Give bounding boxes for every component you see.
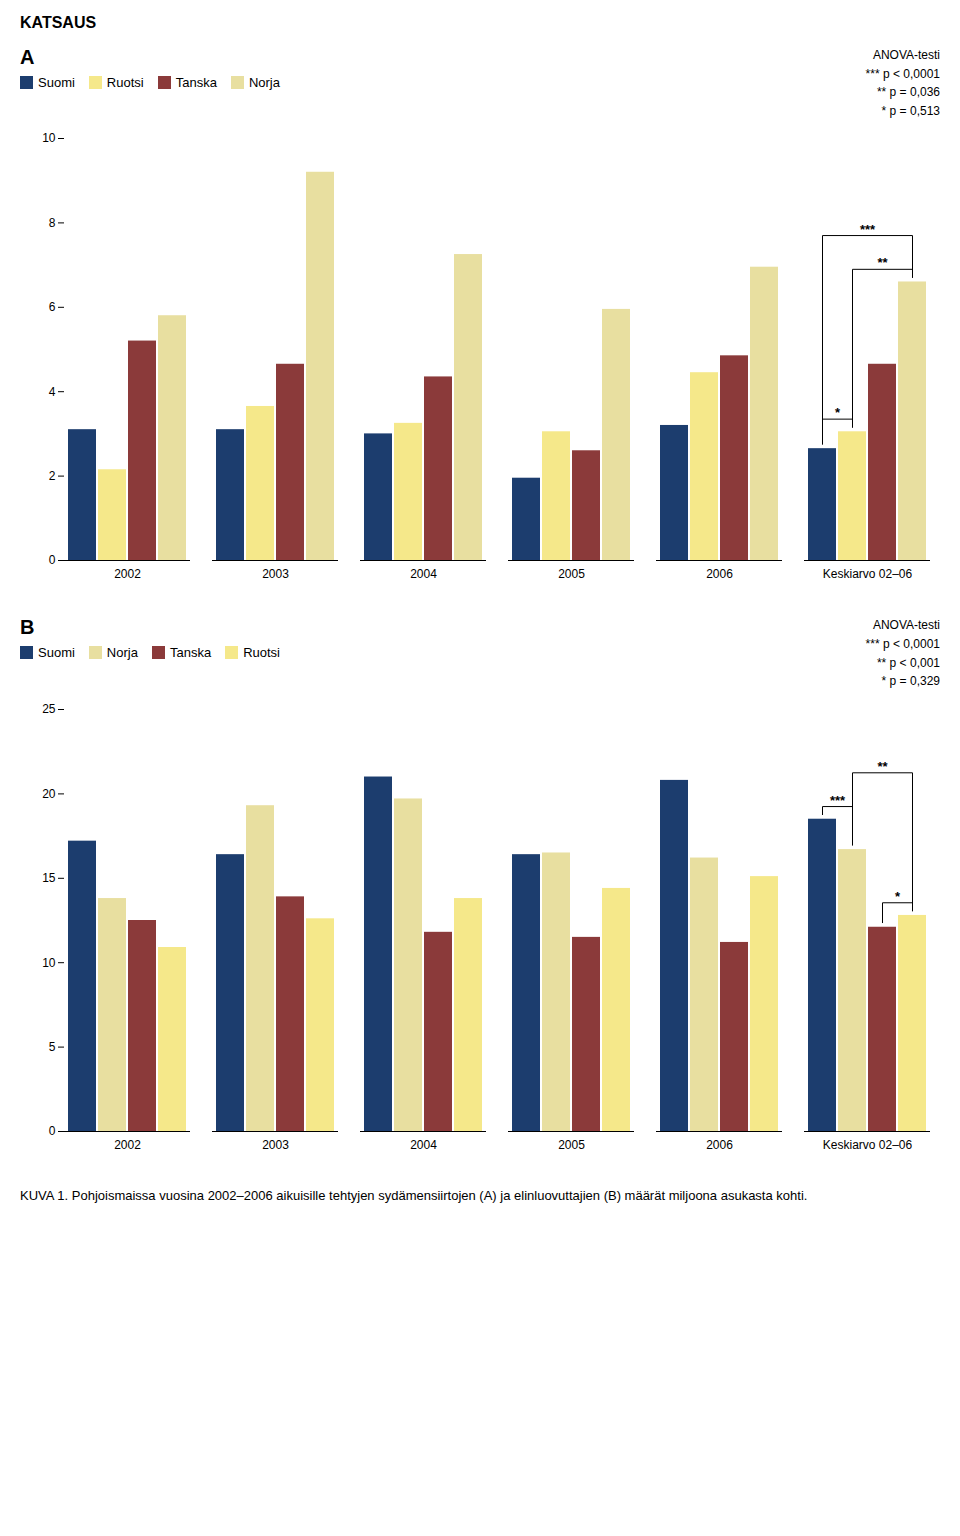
svg-text:2002: 2002 (114, 567, 141, 581)
html-text:Ruotsi: Ruotsi (106, 75, 144, 90)
svg-text:2004: 2004 (410, 1138, 437, 1152)
html-text:Suomi: Suomi (38, 75, 75, 90)
html-text:B: B (20, 616, 35, 639)
html-text:Norja: Norja (106, 645, 138, 661)
svg-text:2004: 2004 (410, 567, 437, 581)
svg-text:8: 8 (49, 216, 56, 230)
html-text:A: A (20, 46, 35, 68)
html-text:KATSAUS: KATSAUS (20, 14, 97, 31)
svg-text:Keskiarvo 02–06: Keskiarvo 02–06 (823, 567, 913, 581)
svg-text:2003: 2003 (262, 1138, 289, 1152)
svg-text:25: 25 (42, 702, 56, 716)
html-text:ANOVA-testi *** p < 0,0001 **: ANOVA-testi *** p < 0,0001 ** p < 0,001 … (865, 618, 940, 689)
svg-text:5: 5 (49, 1040, 56, 1054)
svg-text:2005: 2005 (558, 1138, 585, 1152)
html-text:Norja: Norja (248, 75, 280, 90)
svg-text:20: 20 (42, 786, 56, 800)
svg-text:*: * (835, 406, 841, 421)
svg-text:4: 4 (49, 385, 56, 399)
svg-text:2: 2 (49, 469, 56, 483)
svg-text:15: 15 (42, 871, 56, 885)
html-text:Suomi: Suomi (38, 645, 75, 661)
svg-text:**: ** (877, 256, 888, 271)
svg-text:***: *** (830, 792, 846, 807)
html-text:Tanska: Tanska (175, 75, 217, 90)
svg-text:Keskiarvo 02–06: Keskiarvo 02–06 (823, 1138, 913, 1152)
svg-text:6: 6 (49, 301, 56, 315)
svg-text:*: * (895, 889, 901, 904)
svg-text:***: *** (860, 222, 876, 237)
html-text:KUVA 1. Pohjoismaissa vuosina: KUVA 1. Pohjoismaissa vuosina 2002–2006 … (20, 1187, 808, 1203)
svg-text:2003: 2003 (262, 567, 289, 581)
svg-text:0: 0 (49, 554, 56, 568)
html-text:ANOVA-testi *** p < 0,0001 **: ANOVA-testi *** p < 0,0001 ** p = 0,036 … (865, 48, 940, 118)
svg-text:**: ** (877, 759, 888, 774)
svg-text:2002: 2002 (114, 1138, 141, 1152)
html-text:Tanska: Tanska (169, 645, 212, 661)
html-text:Ruotsi: Ruotsi (243, 645, 280, 661)
svg-text:0: 0 (49, 1124, 56, 1138)
svg-text:10: 10 (42, 132, 56, 146)
svg-text:10: 10 (42, 955, 56, 969)
svg-text:2005: 2005 (558, 567, 585, 581)
svg-text:2006: 2006 (706, 1138, 733, 1152)
svg-text:2006: 2006 (706, 567, 733, 581)
